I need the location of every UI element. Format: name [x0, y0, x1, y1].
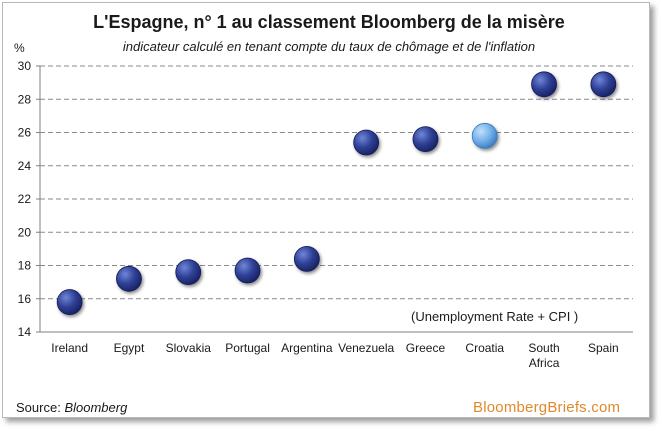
data-point [531, 71, 557, 98]
y-tick-label: 24 [18, 159, 32, 173]
brand-logo: BloombergBriefs.com [473, 399, 621, 416]
x-tick-label: South Africa [528, 341, 559, 370]
chart-subtitle: indicateur calculé en tenant compte du t… [122, 39, 536, 54]
x-tick-label: Croatia [465, 341, 504, 355]
data-point [412, 126, 439, 153]
data-point [116, 265, 142, 292]
data-point [234, 257, 261, 284]
y-tick-label: 16 [18, 292, 32, 306]
y-tick-label: 22 [18, 192, 32, 206]
x-tick-label: Venezuela [338, 341, 394, 355]
data-point [471, 122, 498, 149]
source-name: Bloomberg [64, 400, 128, 415]
x-tick-label: Greece [406, 341, 446, 355]
chart-plot-area: 14 16 18 20 22 24 26 28 30 Ireland Egypt Slovakia P… [18, 59, 633, 370]
source-credit: Source: Bloomberg [16, 400, 127, 415]
source-label: Source: [16, 400, 61, 415]
data-point [590, 71, 617, 98]
x-tick-label: Portugal [225, 341, 270, 355]
chart-title: L'Espagne, n° 1 au classement Bloomberg … [93, 12, 565, 32]
y-axis-unit: % [14, 41, 25, 55]
data-point [293, 245, 320, 272]
chart-frame: L'Espagne, n° 1 au classement Bloomberg … [2, 2, 650, 418]
y-tick-label: 18 [18, 259, 32, 273]
x-tick-label: Ireland [51, 341, 88, 355]
data-point [56, 289, 83, 315]
x-tick-label: Egypt [114, 341, 145, 355]
y-tick-label: 26 [18, 126, 32, 140]
x-tick-label: Slovakia [166, 341, 212, 355]
y-tick-label: 30 [18, 59, 32, 73]
y-tick-label: 14 [18, 325, 32, 339]
x-tick-label: Argentina [281, 341, 333, 355]
y-tick-label: 28 [18, 92, 32, 106]
chart-annotation: (Unemployment Rate + CPI ) [411, 309, 579, 324]
data-point [353, 129, 380, 156]
x-tick-label: Spain [588, 341, 619, 355]
data-point [175, 259, 202, 286]
y-tick-label: 20 [18, 225, 32, 239]
